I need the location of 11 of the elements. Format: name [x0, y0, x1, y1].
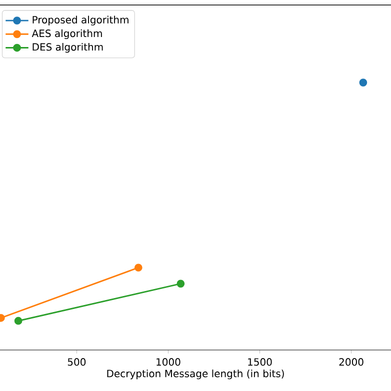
point [176, 280, 185, 288]
legend-label: DES algorithm [32, 42, 103, 53]
legend-label: Proposed algorithm [32, 16, 128, 26]
x-axis-title: Decryption Message length (in bits) [107, 370, 284, 380]
x-tick-label: 1500 [248, 358, 272, 366]
x-tick-label: 1000 [156, 358, 180, 366]
point [359, 78, 368, 86]
legend-label: AES algorithm [32, 29, 102, 40]
x-tick-label: 500 [68, 358, 86, 366]
x-tick-label: 2000 [339, 358, 364, 366]
point [14, 316, 22, 325]
